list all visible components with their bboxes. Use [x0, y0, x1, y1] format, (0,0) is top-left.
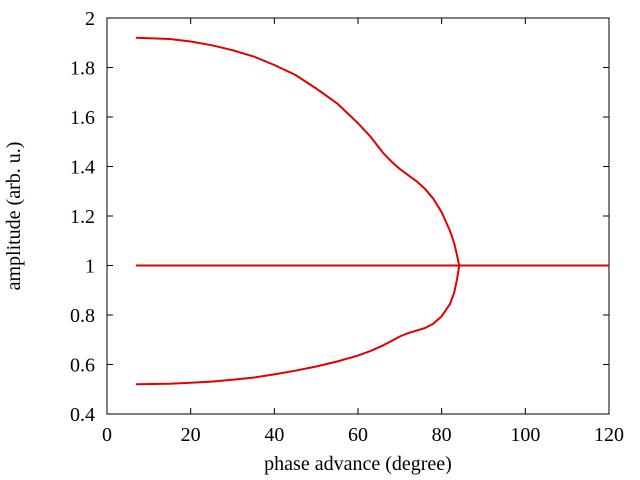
x-tick-label: 20	[181, 424, 201, 446]
x-axis-label: phase advance (degree)	[264, 453, 452, 475]
x-tick-labels: 0 20 40 60 80 100 120	[102, 424, 624, 446]
y-tick-label: 1	[85, 256, 95, 278]
y-tick-label: 1.2	[70, 206, 95, 228]
y-tick-label: 0.8	[70, 305, 95, 327]
lower-branch-line	[135, 265, 461, 386]
series-lines	[135, 36, 609, 386]
x-tick-label: 40	[264, 424, 284, 446]
upper-branch-line	[135, 36, 461, 266]
x-tick-label: 60	[348, 424, 368, 446]
y-tick-label: 1.4	[70, 157, 95, 179]
y-axis-label: amplitude (arb. u.)	[3, 142, 25, 291]
y-tick-labels: 0.4 0.6 0.8 1 1.2 1.4 1.6 1.8 2	[70, 8, 95, 426]
y-tick-label: 0.6	[70, 355, 95, 377]
x-tick-label: 80	[432, 424, 452, 446]
x-tick-label: 100	[510, 424, 540, 446]
y-tick-label: 2	[85, 8, 95, 30]
y-tick-label: 0.4	[70, 404, 95, 426]
y-tick-label: 1.8	[70, 58, 95, 80]
y-tick-label: 1.6	[70, 107, 95, 129]
x-tick-label: 0	[102, 424, 112, 446]
x-tick-label: 120	[594, 424, 624, 446]
